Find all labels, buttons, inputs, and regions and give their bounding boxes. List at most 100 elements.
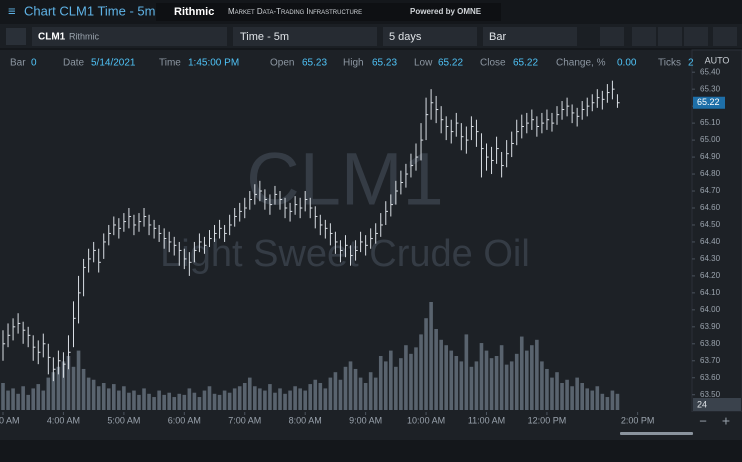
y-tick-label: 64.00 [700, 305, 721, 314]
volume-bar [368, 372, 373, 410]
volume-bar [419, 334, 423, 410]
volume-bar [247, 377, 252, 410]
volume-bar [555, 372, 559, 410]
y-tick-label: 65.40 [700, 67, 721, 76]
volume-bar [91, 379, 96, 410]
scale-mode[interactable]: AUTO [705, 55, 730, 65]
tool-button[interactable] [713, 27, 737, 46]
info-value: 2 [688, 58, 694, 69]
volume-bar [575, 377, 579, 410]
volume-bar [509, 361, 514, 410]
volume-bar [605, 397, 610, 410]
tool-button[interactable] [600, 27, 624, 46]
info-value: 0.00 [617, 58, 637, 69]
volume-bar [101, 383, 106, 410]
info-label: Ticks [658, 58, 681, 69]
volume-bar [494, 356, 499, 410]
interval: Time - 5m [240, 31, 289, 43]
volume-bar [550, 377, 554, 410]
volume-bar [122, 386, 126, 410]
y-tick-label: 63.90 [700, 322, 721, 331]
y-tick-label: 64.40 [700, 237, 721, 246]
volume-bar [524, 350, 529, 410]
volume-bar [535, 339, 539, 410]
volume-bar [273, 392, 277, 410]
info-value: 65.23 [302, 58, 327, 69]
price-axis [691, 49, 742, 413]
y-tick-label: 63.50 [700, 390, 721, 399]
symbol-box[interactable] [32, 27, 227, 46]
volume-bar [530, 345, 534, 410]
menu-icon[interactable]: ≡ [8, 3, 16, 18]
volume-bar [514, 353, 519, 410]
volume-bar [242, 383, 247, 410]
volume-bar [61, 361, 66, 410]
volume-bar [348, 361, 353, 410]
volume-bar [71, 366, 76, 410]
volume-bar [26, 394, 30, 410]
x-tick-label: 2:00 PM [621, 415, 655, 425]
y-tick-label: 63.80 [700, 339, 721, 348]
volume-bar [434, 329, 438, 410]
volume-bar [86, 377, 91, 410]
y-tick-label: 64.90 [700, 152, 721, 161]
volume-bar [172, 397, 177, 410]
y-tick-label: 64.50 [700, 220, 721, 229]
volume-bar [222, 390, 227, 410]
y-tick-label: 64.60 [700, 203, 721, 212]
volume-bar [81, 368, 86, 410]
provider: Rithmic [69, 31, 100, 41]
info-value: 65.22 [438, 58, 463, 69]
scrollbar[interactable] [620, 432, 693, 435]
info-label: Open [270, 58, 294, 69]
volume-bar [167, 392, 172, 410]
zoom-out[interactable]: − [699, 413, 707, 428]
volume-bar [585, 388, 590, 410]
interval-select[interactable] [233, 27, 377, 46]
info-value: 1:45:00 PM [188, 58, 239, 69]
x-tick-label: 10:00 AM [407, 415, 445, 425]
volume-bar [298, 388, 302, 410]
volume-bar [132, 390, 136, 410]
tool-button[interactable] [658, 27, 682, 46]
tool-button[interactable] [632, 27, 656, 46]
volume-bar [197, 397, 202, 410]
volume-bar [232, 388, 237, 410]
volume-bar [283, 393, 287, 410]
volume-bar [504, 364, 509, 410]
volume-bar [202, 390, 207, 410]
tool-button[interactable] [684, 27, 708, 46]
volume-bar [389, 350, 393, 410]
x-tick-label: 7:00 AM [228, 415, 261, 425]
y-tick-label: 65.00 [700, 135, 721, 144]
volume-bar [383, 361, 388, 410]
zoom-in[interactable]: + [722, 413, 730, 429]
volume-bar [227, 392, 232, 410]
volume-bar [424, 318, 428, 410]
x-tick-label: 9:00 AM [349, 415, 382, 425]
volume-bar [51, 372, 56, 410]
x-tick-label: 5:00 AM [107, 415, 140, 425]
volume-bar [449, 350, 454, 410]
volume-bar [545, 368, 549, 410]
style-select[interactable] [483, 27, 577, 46]
y-tick-label: 64.70 [700, 186, 721, 195]
volume-bar [464, 334, 469, 410]
volume-bar [570, 386, 574, 410]
volume-bar [46, 377, 51, 410]
volume-bar [394, 366, 398, 410]
info-label: Time [159, 58, 181, 69]
panel-toggle[interactable] [6, 28, 26, 45]
info-label: Date [63, 58, 85, 69]
volume-bar [484, 350, 489, 410]
volume-bar [303, 390, 307, 410]
range: 5 days [389, 31, 422, 43]
volume-bar [565, 379, 569, 410]
volume-bar [147, 393, 151, 410]
range-select[interactable] [383, 27, 477, 46]
x-tick-label: 12:00 PM [528, 415, 567, 425]
x-tick-label: 8:00 AM [289, 415, 322, 425]
brand: Rithmic [174, 6, 214, 18]
volume-bar [212, 393, 217, 410]
